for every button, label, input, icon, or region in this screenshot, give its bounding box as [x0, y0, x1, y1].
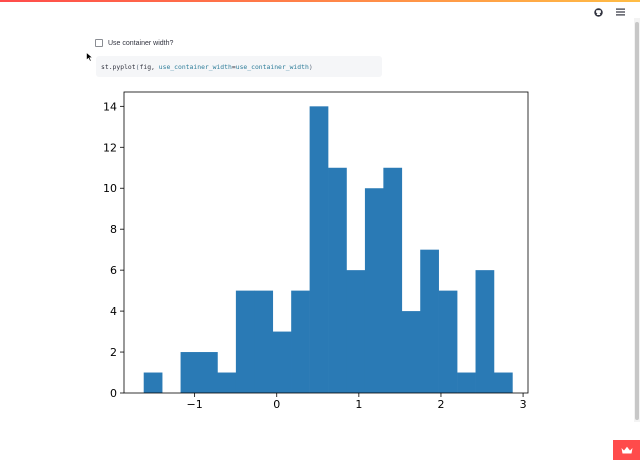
histogram-bar	[291, 290, 310, 393]
histogram-bar	[420, 249, 439, 393]
y-tick-label: 6	[110, 264, 117, 277]
histogram-bar	[272, 331, 292, 393]
y-tick-label: 4	[110, 305, 117, 318]
checkbox-label: Use container width?	[108, 39, 174, 47]
y-tick-label: 10	[103, 182, 117, 195]
mouse-cursor-icon	[86, 52, 94, 62]
histogram-bar	[235, 290, 255, 393]
x-tick-label: 0	[273, 398, 280, 411]
histogram-chart: −1 0 1 2 3 0 2 4 6 8 10 12 14	[90, 84, 540, 420]
code-close-paren: )	[308, 62, 313, 71]
hamburger-menu-icon	[615, 8, 625, 16]
github-icon	[593, 7, 603, 17]
histogram-bar	[493, 372, 513, 393]
x-tick-label: −1	[187, 398, 203, 411]
y-tick-label: 14	[103, 100, 117, 113]
histogram-bar	[309, 106, 329, 393]
y-tick-label: 2	[110, 346, 117, 359]
code-open-paren: (	[135, 62, 140, 71]
x-tick-label: 1	[355, 398, 362, 411]
github-button[interactable]	[592, 6, 604, 18]
histogram-bar	[328, 167, 347, 393]
y-tick-label: 0	[110, 387, 117, 400]
use-container-width-checkbox[interactable]: Use container width?	[95, 39, 173, 47]
histogram-bar	[346, 270, 366, 393]
code-eq: =	[231, 62, 236, 71]
histogram-bar	[217, 372, 237, 393]
code-fn: st.pyplot	[101, 62, 136, 71]
histogram-bar	[401, 311, 421, 393]
histogram-bar	[383, 167, 403, 393]
main-menu-button[interactable]	[614, 6, 626, 18]
y-tick-label: 8	[110, 223, 117, 236]
histogram-bar	[438, 290, 458, 393]
axes-frame	[123, 91, 529, 394]
x-tick-label: 3	[520, 398, 527, 411]
code-value: use_container_width	[235, 62, 309, 71]
histogram-bar	[364, 188, 384, 393]
scrollbar-thumb[interactable]	[635, 22, 639, 420]
code-kwarg: use_container_width	[158, 62, 232, 71]
histogram-bar	[475, 270, 495, 393]
x-tick-label: 2	[437, 398, 444, 411]
toolbar	[592, 6, 626, 18]
histogram-bar	[254, 290, 274, 393]
streamlit-badge-button[interactable]	[613, 440, 640, 460]
y-tick-label: 12	[103, 141, 117, 154]
histogram-bar	[143, 372, 163, 393]
histogram-bar	[180, 352, 200, 393]
top-decoration-bar	[0, 0, 640, 2]
histogram-bar	[199, 352, 218, 393]
histogram-bar	[457, 372, 476, 393]
crown-icon	[621, 446, 632, 454]
code-block: st.pyplot(fig, use_container_width = use_c…	[96, 56, 382, 77]
code-arg: fig,	[139, 62, 159, 71]
checkbox-box[interactable]	[95, 39, 103, 47]
